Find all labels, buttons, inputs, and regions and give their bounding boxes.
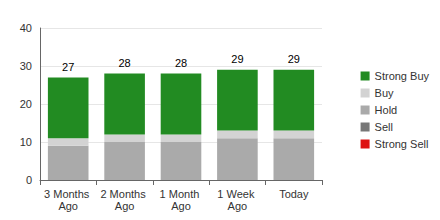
svg-text:Strong Buy: Strong Buy <box>375 70 430 82</box>
svg-text:Strong Sell: Strong Sell <box>375 138 429 150</box>
svg-text:29: 29 <box>231 53 243 65</box>
svg-text:29: 29 <box>288 53 300 65</box>
svg-text:Hold: Hold <box>375 104 398 116</box>
svg-text:0: 0 <box>26 174 32 186</box>
svg-text:28: 28 <box>118 57 130 69</box>
svg-text:10: 10 <box>20 136 32 148</box>
svg-text:Ago: Ago <box>115 200 135 212</box>
svg-text:Buy: Buy <box>375 87 394 99</box>
svg-text:30: 30 <box>20 60 32 72</box>
svg-text:1 Month: 1 Month <box>160 188 203 200</box>
svg-text:Ago: Ago <box>171 200 191 212</box>
svg-text:Ago: Ago <box>228 200 248 212</box>
svg-text:40: 40 <box>20 22 32 34</box>
svg-text:Today: Today <box>279 188 309 200</box>
svg-text:Sell: Sell <box>375 121 393 133</box>
svg-text:27: 27 <box>62 61 74 73</box>
svg-text:28: 28 <box>175 57 187 69</box>
svg-text:Ago: Ago <box>58 200 78 212</box>
svg-text:1 Week: 1 Week <box>217 188 257 200</box>
svg-text:3 Months: 3 Months <box>44 188 92 200</box>
svg-text:20: 20 <box>20 98 32 110</box>
svg-text:2 Months: 2 Months <box>100 188 148 200</box>
